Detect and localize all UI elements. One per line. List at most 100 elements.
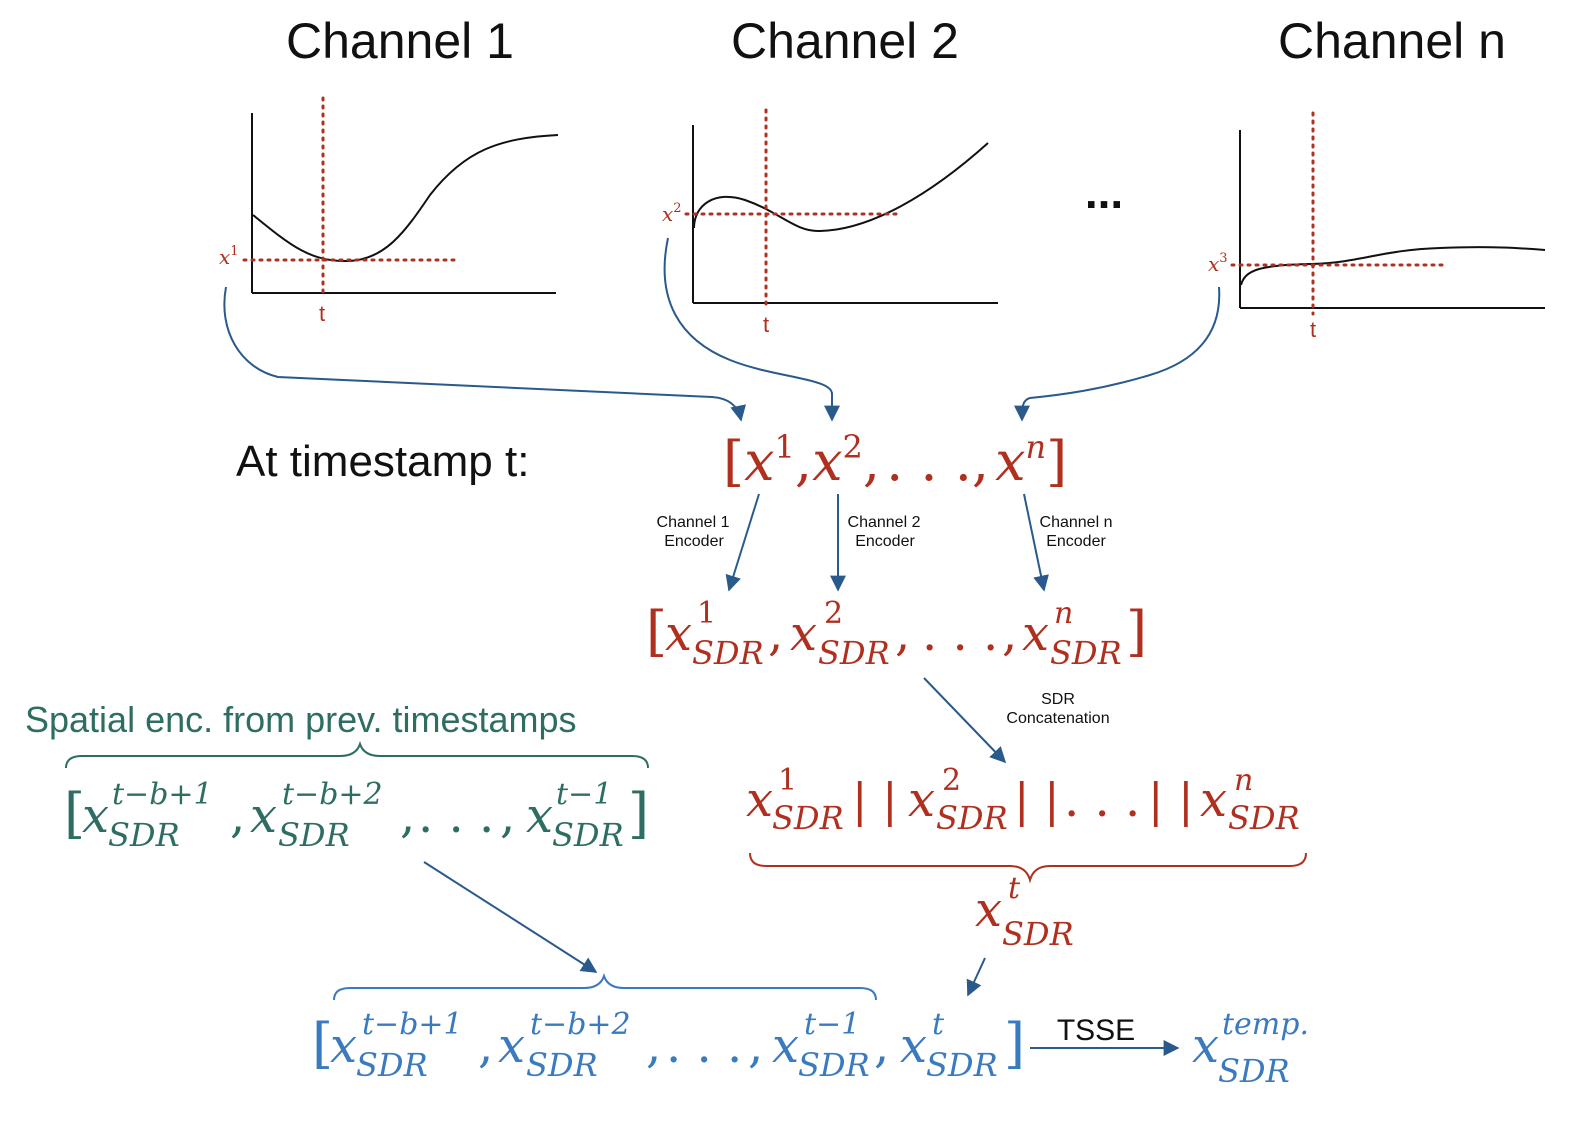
prev-x2-sup: t−b+2 [282,777,383,812]
channel-2-plot: x2 t [662,108,998,337]
output-x: x [1192,1018,1219,1074]
final-x3-sup: t−1 [804,1007,860,1042]
concat-dots: . . . [1064,772,1140,828]
channel-1-curve [252,134,559,263]
encoder-2-label: Channel 2 [848,514,921,531]
final-x1-sub: SDR [356,1046,428,1084]
xt-sdr-sub: SDR [1002,915,1074,953]
final-x2: x [498,1018,525,1074]
channel-1-t-label: t [319,301,325,326]
sdr-dots: . . . [922,606,998,662]
final-comma-1: , [478,1018,493,1074]
prev-dots: . . . [418,788,494,844]
channel-n-x-label: x3 [1208,251,1228,276]
concat-x2-sub: SDR [936,799,1008,837]
concat-xn: x [1200,772,1227,828]
final-x3-sub: SDR [798,1046,870,1084]
sdr-vector-open: [ [646,600,667,663]
concat-x1: x [746,772,773,828]
sdr-x1-sup: 1 [697,596,716,631]
channels-ellipsis: ... [1085,166,1123,218]
sdr-xn: x [1022,606,1049,662]
final-x2-sup: t−b+2 [530,1007,631,1042]
arrow-concatenation [923,677,1007,764]
arrow-encoder-1 [725,493,760,592]
prev-comma-2: , [400,788,415,844]
concat-bar-3: | | [1148,773,1194,827]
final-dots: . . . [666,1018,742,1074]
channel-n-plot: x3 t [1208,111,1546,342]
prev-x3-sup: t−1 [556,777,612,812]
concat-bar-1: | | [852,773,898,827]
input-vector: [x1,x2,. . ., xn] [723,428,1067,493]
prev-x1-sup: t−b+1 [112,777,213,812]
concat-x2-sup: 2 [942,763,961,798]
spatial-label: Spatial enc. from prev. timestamps [25,699,577,740]
final-x3: x [772,1018,799,1074]
final-xt-sup: t [932,1007,945,1042]
arrow-prev-to-final [423,861,598,973]
sdr-vector-close: ] [1126,600,1147,663]
channel-1-plot: x1 t [219,96,559,326]
final-x1-sup: t−b+1 [362,1007,463,1042]
prev-comma-1: , [230,788,245,844]
final-overbrace [333,972,877,1001]
channel-n-t-label: t [1310,317,1316,342]
concat-label: SDR [1041,691,1075,708]
sdr-xn-sup: n [1054,596,1073,631]
output-vector: x temp. SDR [1192,1007,1309,1090]
output-sup: temp. [1222,1007,1309,1042]
final-xt: x [900,1018,927,1074]
final-vector: [ x t−b+1 SDR , x t−b+2 SDR , . . . , x … [312,1007,1025,1084]
sdr-x1: x [665,606,692,662]
final-x1: x [330,1018,357,1074]
channel-n-curve [1240,246,1546,286]
final-comma-2: , [646,1018,661,1074]
final-x2-sub: SDR [526,1046,598,1084]
prev-x3-sub: SDR [552,816,624,854]
sdr-x2: x [790,606,817,662]
concat-xn-sub: SDR [1228,799,1300,837]
sdr-comma-3: , [1002,606,1017,662]
concat-bar-2: | | [1014,773,1060,827]
sdr-comma-2: , [895,606,910,662]
sdr-vector: [ x 1 SDR , x 2 SDR , . . . , x n SDR ] [646,596,1147,672]
prev-x2: x [250,788,277,844]
sdr-comma-1: , [768,606,783,662]
encoder-n-label: Channel n [1040,514,1113,531]
prev-vector-close: ] [628,782,649,845]
concat-x1-sup: 1 [778,763,797,798]
concat-underbrace [749,852,1307,884]
output-sub: SDR [1218,1052,1290,1090]
concat-label-line2: Concatenation [1006,710,1109,727]
final-xt-sub: SDR [926,1046,998,1084]
channel-1-title: Channel 1 [286,13,514,69]
xt-sdr: x t SDR [975,871,1074,953]
channel-2-x-label: x2 [662,201,682,226]
arrow-channel-n-to-input [1014,286,1221,422]
sdr-xn-sub: SDR [1050,634,1122,672]
channel-2-title: Channel 2 [731,13,959,69]
tsse-label: TSSE [1057,1014,1135,1047]
channel-1-x-label: x1 [219,244,239,269]
prev-x2-sub: SDR [278,816,350,854]
concat-xn-sup: n [1234,763,1253,798]
final-vector-open: [ [312,1012,333,1075]
encoder-n-label-line2: Encoder [1046,533,1106,550]
concat-expression: x 1 SDR | | x 2 SDR | | . . . | | x n SD… [746,763,1300,837]
final-comma-3: , [748,1018,763,1074]
arrow-channel-2-to-input [663,237,840,422]
concat-x1-sub: SDR [772,799,844,837]
concat-x2: x [908,772,935,828]
arrow-xt-to-final [966,957,986,997]
prev-comma-3: , [500,788,515,844]
final-vector-close: ] [1004,1012,1025,1075]
prev-x1: x [82,788,109,844]
prev-vector: [ x t−b+1 SDR , x t−b+2 SDR , . . . , x … [64,777,649,854]
final-comma-4: , [874,1018,889,1074]
channel-2-curve [693,142,989,233]
xt-sdr-x: x [975,882,1002,938]
sdr-x2-sup: 2 [824,596,843,631]
arrow-channel-1-to-input [223,286,747,422]
